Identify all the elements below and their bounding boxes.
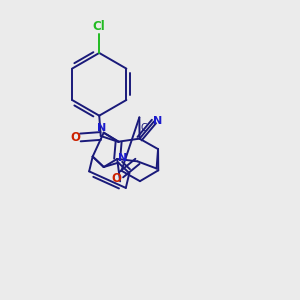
Text: N: N [118, 153, 127, 164]
Text: O: O [70, 131, 80, 144]
Text: N: N [97, 123, 106, 133]
Text: O: O [112, 172, 122, 185]
Text: Cl: Cl [93, 20, 106, 34]
Text: N: N [153, 116, 162, 126]
Text: C: C [140, 123, 147, 133]
